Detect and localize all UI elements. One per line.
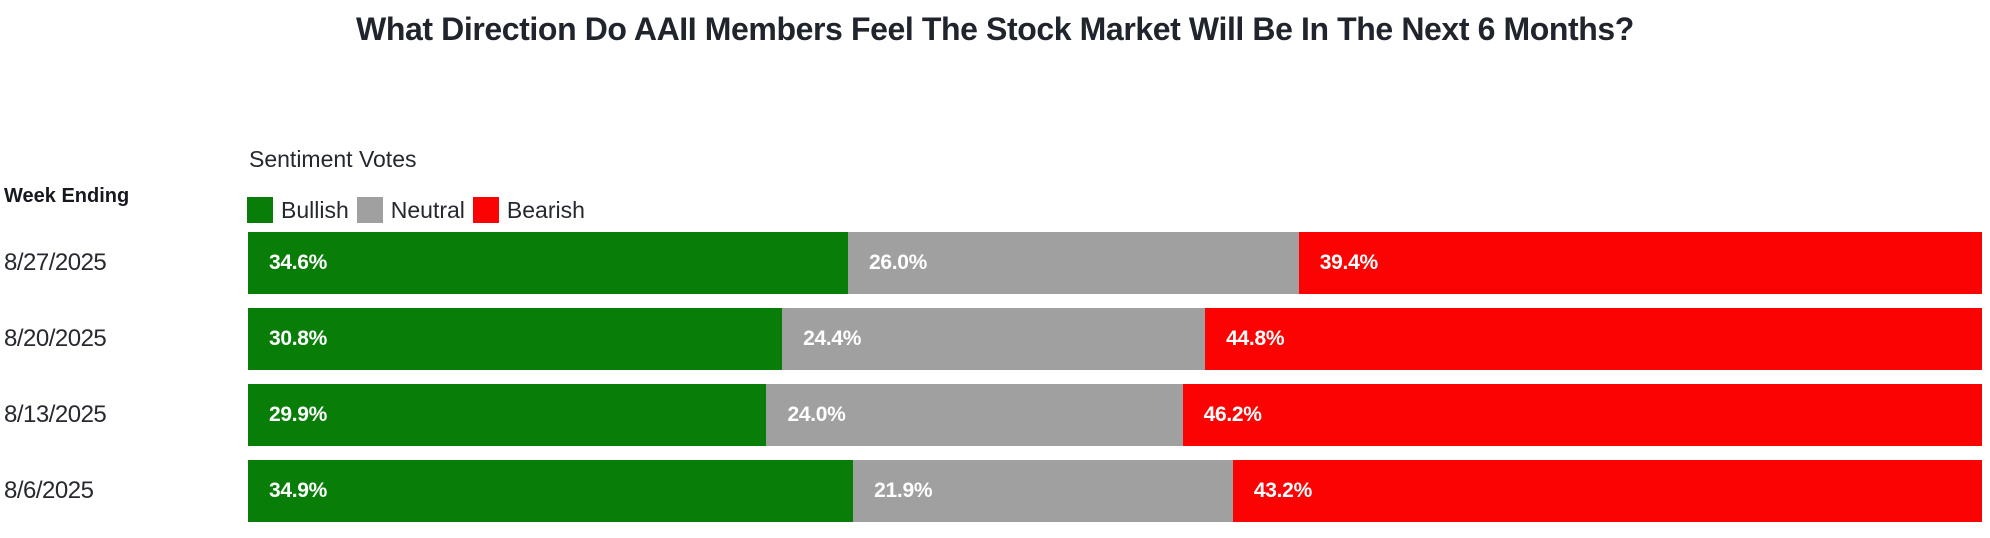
chart-row: 8/6/2025 34.9% 21.9% 43.2% — [0, 460, 1982, 522]
bar-segment-bearish[interactable]: 39.4% — [1298, 232, 1982, 294]
stacked-bar: 34.6% 26.0% 39.4% — [248, 232, 1982, 294]
stacked-bar: 29.9% 24.0% 46.2% — [248, 384, 1982, 446]
neutral-swatch-icon — [356, 197, 383, 223]
bar-segment-neutral[interactable]: 24.4% — [782, 308, 1206, 370]
legend-item-label: Bearish — [506, 196, 585, 223]
bar-segment-bullish[interactable]: 34.6% — [248, 232, 848, 294]
legend-item-bearish[interactable]: Bearish — [472, 196, 593, 224]
bar-value-label: 24.4% — [803, 327, 862, 350]
stacked-bar: 30.8% 24.4% 44.8% — [248, 308, 1982, 370]
bullish-swatch-icon — [247, 197, 273, 223]
bar-value-label: 34.6% — [269, 251, 328, 274]
row-date-label: 8/13/2025 — [4, 401, 107, 428]
bar-segment-bullish[interactable]: 30.8% — [248, 308, 783, 370]
legend-item-neutral[interactable]: Neutral — [356, 196, 473, 224]
chart-row: 8/27/2025 34.6% 26.0% 39.4% — [0, 232, 1982, 294]
bar-value-label: 43.2% — [1253, 479, 1312, 502]
bearish-swatch-icon — [472, 197, 499, 223]
legend-title: Sentiment Votes — [249, 146, 417, 172]
row-date-label: 8/27/2025 — [4, 249, 107, 276]
bar-value-label: 21.9% — [874, 479, 933, 502]
bar-value-label: 29.9% — [269, 403, 328, 426]
legend: Bullish Neutral Bearish — [247, 196, 593, 224]
bar-value-label: 34.9% — [269, 479, 328, 502]
bar-segment-bearish[interactable]: 43.2% — [1232, 460, 1982, 522]
bar-value-label: 24.0% — [787, 403, 846, 426]
row-date-label: 8/20/2025 — [4, 325, 107, 352]
bar-value-label: 30.8% — [269, 327, 328, 350]
row-date-label: 8/6/2025 — [4, 477, 94, 504]
chart-row: 8/20/2025 30.8% 24.4% 44.8% — [0, 308, 1982, 370]
stacked-bar: 34.9% 21.9% 43.2% — [248, 460, 1982, 522]
bar-segment-bullish[interactable]: 29.9% — [248, 384, 767, 446]
bar-segment-neutral[interactable]: 24.0% — [766, 384, 1183, 446]
legend-item-label: Bullish — [281, 196, 349, 223]
legend-item-bullish[interactable]: Bullish — [247, 197, 357, 224]
bar-segment-neutral[interactable]: 26.0% — [847, 232, 1299, 294]
bar-segment-bullish[interactable]: 34.9% — [248, 460, 854, 522]
bar-segment-bearish[interactable]: 46.2% — [1182, 384, 1982, 446]
bar-segment-bearish[interactable]: 44.8% — [1205, 308, 1982, 370]
bar-value-label: 44.8% — [1226, 327, 1285, 350]
chart-row: 8/13/2025 29.9% 24.0% 46.2% — [0, 384, 1982, 446]
bar-value-label: 39.4% — [1319, 251, 1378, 274]
chart-title: What Direction Do AAII Members Feel The … — [356, 11, 1634, 47]
y-axis-title: Week Ending — [4, 185, 130, 207]
bar-value-label: 26.0% — [868, 251, 927, 274]
bar-value-label: 46.2% — [1203, 403, 1262, 426]
bar-segment-neutral[interactable]: 21.9% — [853, 460, 1233, 522]
legend-item-label: Neutral — [390, 196, 465, 223]
